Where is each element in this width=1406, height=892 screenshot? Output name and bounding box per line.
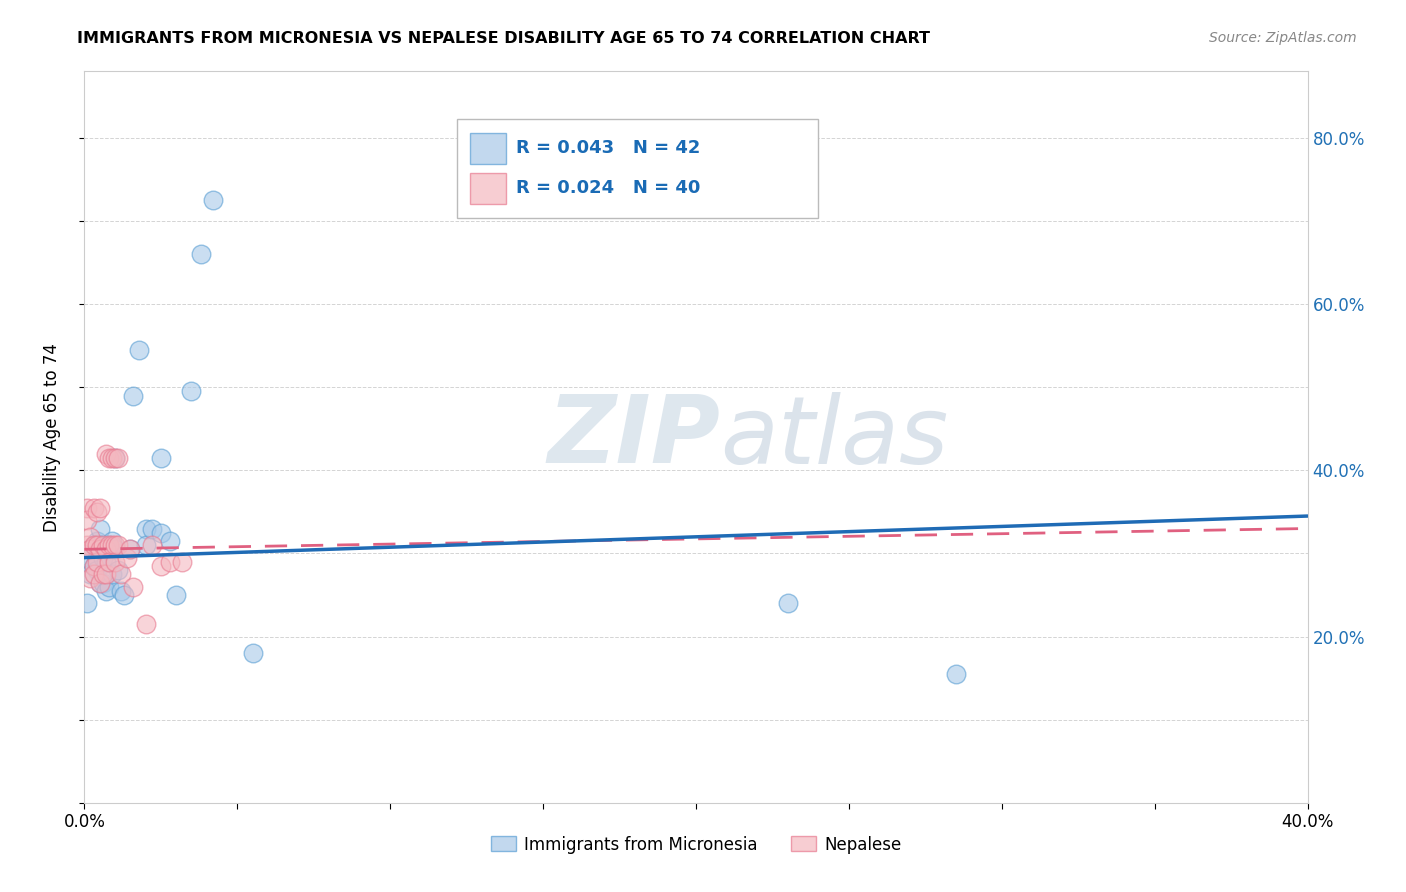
Point [776,596,799,610]
Point [104,450,127,465]
Point [89,542,111,557]
Point [76,596,98,610]
Point [135,538,157,552]
Point [112,588,135,602]
Point [128,343,150,357]
Text: Source: ZipAtlas.com: Source: ZipAtlas.com [1209,31,1357,45]
Point [76,513,98,527]
Point [135,617,157,632]
Point [86,505,108,519]
Point [94,555,117,569]
Point [89,521,111,535]
Point [79,571,101,585]
Text: R = 0.043   N = 42: R = 0.043 N = 42 [516,139,700,157]
Point [141,521,163,535]
Point [94,583,117,598]
Point [107,538,129,552]
Point [94,447,117,461]
Point [79,567,101,582]
Point [94,538,117,552]
Point [97,538,120,552]
Point [89,500,111,515]
Point [101,450,124,465]
Y-axis label: Disability Age 65 to 74: Disability Age 65 to 74 [42,343,60,532]
Point [201,193,224,207]
Point [86,563,108,577]
Point [97,555,120,569]
Point [83,538,105,552]
Point [86,538,108,552]
Point [86,550,108,565]
Point [91,538,114,552]
Point [89,575,111,590]
Point [104,555,127,569]
FancyBboxPatch shape [457,119,818,218]
Point [242,646,264,660]
Point [159,555,181,569]
Point [76,500,98,515]
Point [76,555,98,569]
Point [149,558,172,573]
Point [104,538,127,552]
Point [83,567,105,582]
Point [120,542,142,557]
Point [945,667,967,681]
Point [79,542,101,557]
Point [86,533,108,548]
Point [104,542,127,557]
Point [190,247,212,261]
Point [83,538,105,552]
Point [122,580,145,594]
Point [101,533,124,548]
Point [107,563,129,577]
Point [89,538,111,552]
Point [97,580,120,594]
FancyBboxPatch shape [470,133,506,163]
Point [107,450,129,465]
Point [141,538,163,552]
Text: R = 0.024   N = 40: R = 0.024 N = 40 [516,179,700,197]
Point [83,500,105,515]
Point [149,525,172,540]
Point [101,567,124,582]
Point [110,567,132,582]
Point [97,450,120,465]
Point [89,575,111,590]
Legend: Immigrants from Micronesia, Nepalese: Immigrants from Micronesia, Nepalese [484,829,908,860]
Point [172,555,194,569]
Point [101,538,124,552]
Point [94,542,117,557]
Point [149,450,172,465]
Point [135,521,157,535]
Point [159,533,181,548]
Point [165,588,187,602]
Text: atlas: atlas [720,392,949,483]
Text: ZIP: ZIP [547,391,720,483]
Point [91,575,114,590]
Text: IMMIGRANTS FROM MICRONESIA VS NEPALESE DISABILITY AGE 65 TO 74 CORRELATION CHART: IMMIGRANTS FROM MICRONESIA VS NEPALESE D… [77,31,931,46]
Point [91,550,114,565]
Point [76,538,98,552]
Point [83,558,105,573]
Point [79,542,101,557]
Point [86,555,108,569]
Point [97,538,120,552]
Point [83,558,105,573]
Point [180,384,202,399]
Point [110,583,132,598]
Point [79,530,101,544]
Point [94,567,117,582]
Point [104,450,127,465]
FancyBboxPatch shape [470,173,506,203]
Point [122,388,145,402]
Point [115,550,138,565]
Point [91,567,114,582]
Point [120,542,142,557]
